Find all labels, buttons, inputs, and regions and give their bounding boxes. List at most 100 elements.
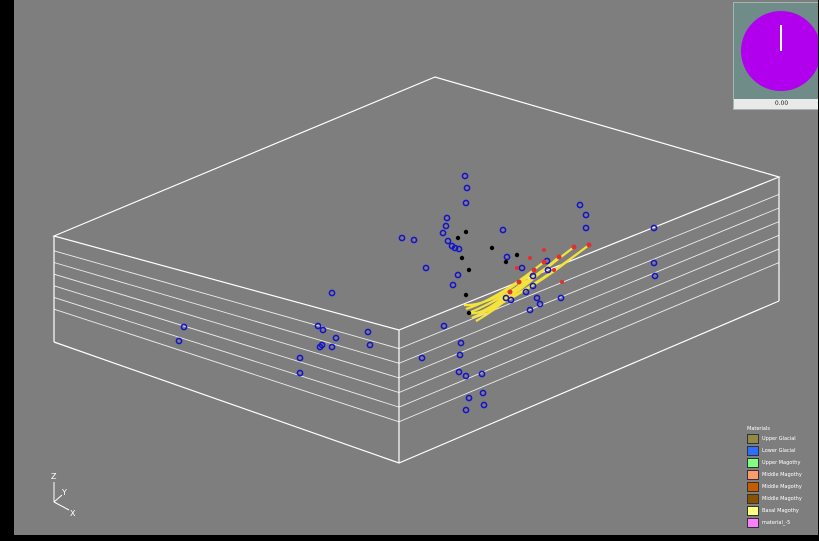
- box-top-face: [52, 76, 781, 331]
- well-marker: [650, 224, 658, 232]
- particle-end-point: [515, 266, 519, 270]
- well-marker: [507, 296, 515, 304]
- particle-start-point: [459, 255, 465, 261]
- legend-swatch: [747, 518, 759, 528]
- well-marker: [651, 272, 659, 280]
- particle-end-point: [541, 259, 547, 265]
- well-marker: [650, 259, 658, 267]
- layer-line: [53, 234, 780, 393]
- well-marker: [478, 370, 486, 378]
- well-marker: [557, 294, 565, 302]
- legend-swatch: [747, 434, 759, 444]
- legend-item: Middle Magothy: [747, 494, 817, 504]
- well-marker: [463, 184, 471, 192]
- well-marker: [439, 229, 447, 237]
- well-marker: [449, 281, 457, 289]
- well-marker: [582, 211, 590, 219]
- particle-end-point: [586, 242, 592, 248]
- legend-item: material_-5: [747, 518, 817, 528]
- axis-triad-icon: Z Y X: [51, 472, 76, 518]
- layer-line: [53, 248, 780, 408]
- time-clock-face: [741, 11, 818, 91]
- well-marker: [332, 334, 340, 342]
- well-marker: [410, 236, 418, 244]
- layer-boundary-lines: [53, 193, 780, 423]
- particle-start-point: [514, 252, 520, 258]
- particle-points: [455, 229, 592, 316]
- legend-label: Upper Glacial: [762, 436, 796, 442]
- legend-label: Middle Magothy: [762, 484, 802, 490]
- legend-title: Materials: [747, 426, 770, 432]
- legend-swatch: [747, 506, 759, 516]
- well-marker: [444, 237, 452, 245]
- legend-swatch: [747, 482, 759, 492]
- layer-line: [53, 207, 780, 364]
- well-marker: [529, 282, 537, 290]
- pathline: [463, 287, 512, 306]
- particle-start-point: [455, 235, 461, 241]
- legend-item: Upper Magothy: [747, 458, 817, 468]
- layer-line: [53, 221, 780, 379]
- well-marker: [422, 264, 430, 272]
- model-domain-box: [52, 76, 781, 464]
- 3d-viewport[interactable]: 0.00 Materials Upper Glacial Lower Glacia…: [14, 0, 818, 535]
- particle-start-point: [489, 245, 495, 251]
- well-marker: [418, 354, 426, 362]
- particle-end-point: [560, 280, 564, 284]
- legend-list: Upper Glacial Lower Glacial Upper Magothy M…: [747, 434, 817, 528]
- well-marker: [440, 322, 448, 330]
- legend-label: Middle Magothy: [762, 496, 802, 502]
- legend-swatch: [747, 446, 759, 456]
- well-marker: [480, 401, 488, 409]
- pathline: [468, 252, 567, 314]
- well-marker: [314, 322, 322, 330]
- well-marker: [296, 369, 304, 377]
- well-marker: [529, 272, 537, 280]
- well-marker: [457, 339, 465, 347]
- well-marker: [364, 328, 372, 336]
- well-marker: [455, 245, 463, 253]
- box-bottom-edge: [53, 300, 780, 464]
- legend-item: Basal Magothy: [747, 506, 817, 516]
- particle-start-point: [466, 267, 472, 273]
- model-scene[interactable]: [14, 0, 818, 535]
- well-marker: [398, 234, 406, 242]
- pathline: [471, 250, 582, 319]
- well-marker: [451, 244, 459, 252]
- well-marker: [522, 288, 530, 296]
- legend-swatch: [747, 494, 759, 504]
- particle-start-point: [503, 259, 509, 265]
- well-marker: [328, 289, 336, 297]
- well-marker: [576, 201, 584, 209]
- time-readout: 0.00: [734, 99, 818, 109]
- well-marker: [536, 300, 544, 308]
- materials-legend: Materials Upper Glacial Lower Glacial Uppe…: [747, 426, 817, 530]
- well-marker: [526, 306, 534, 314]
- well-marker: [319, 326, 327, 334]
- well-marker: [461, 172, 469, 180]
- legend-swatch: [747, 470, 759, 480]
- time-clock-icon: [741, 11, 818, 91]
- well-marker: [544, 266, 552, 274]
- well-marker: [456, 351, 464, 359]
- well-marker: [503, 253, 511, 261]
- particle-end-point: [542, 248, 546, 252]
- well-marker: [180, 323, 188, 331]
- well-marker: [479, 389, 487, 397]
- particle-end-point: [507, 289, 513, 295]
- well-marker: [465, 394, 473, 402]
- legend-label: material_-5: [762, 520, 791, 526]
- well-marker: [316, 343, 324, 351]
- well-marker: [455, 368, 463, 376]
- well-marker: [462, 406, 470, 414]
- well-marker: [518, 264, 526, 272]
- well-marker: [328, 343, 336, 351]
- well-marker: [533, 294, 541, 302]
- particle-end-point: [571, 244, 577, 250]
- layer-line: [53, 262, 780, 423]
- well-marker: [175, 337, 183, 345]
- legend-item: Middle Magothy: [747, 482, 817, 492]
- particle-start-point: [463, 292, 469, 298]
- well-marker: [462, 199, 470, 207]
- particle-pathlines: [463, 244, 590, 322]
